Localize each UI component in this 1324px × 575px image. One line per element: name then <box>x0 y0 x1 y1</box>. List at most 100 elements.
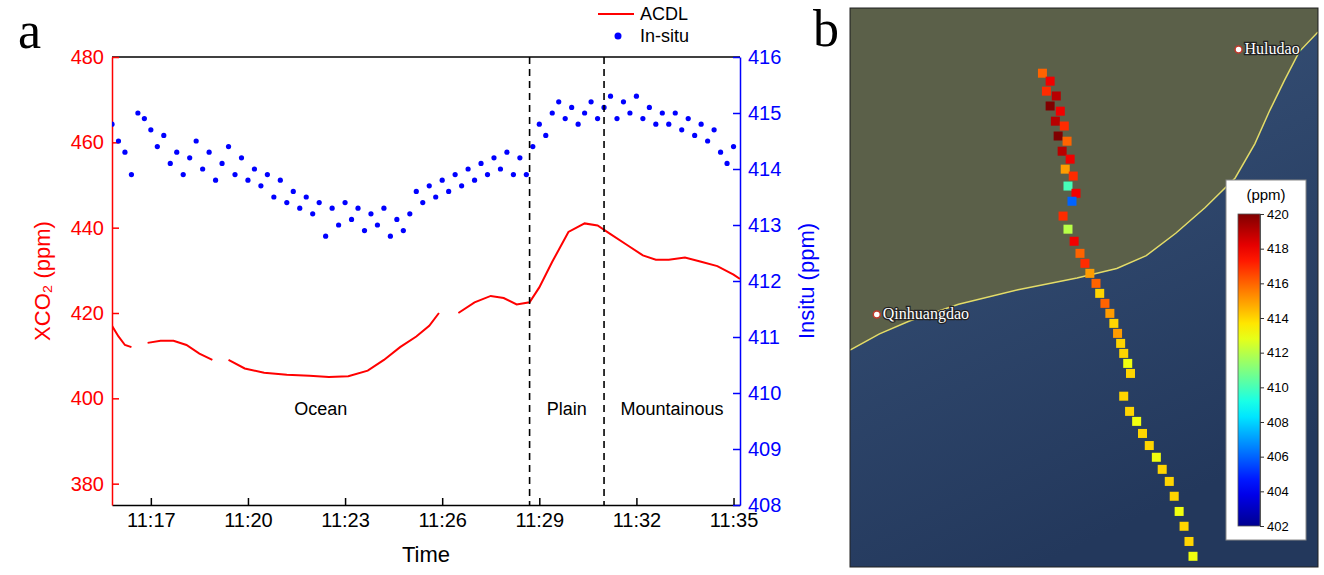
colorbar-tick-mark <box>1260 387 1264 388</box>
y-axis-tick-mark <box>112 227 119 229</box>
data-point <box>530 144 535 149</box>
data-point <box>401 228 406 233</box>
track-point <box>1054 132 1063 141</box>
y2-axis-tick: 410 <box>733 382 781 404</box>
data-point <box>323 234 328 239</box>
data-point <box>122 150 127 155</box>
data-point <box>155 144 160 149</box>
data-point <box>427 183 432 188</box>
legend-label: In-situ <box>640 26 689 46</box>
data-point <box>491 155 496 160</box>
data-point <box>284 200 289 205</box>
data-point <box>582 110 587 115</box>
x-axis-tick-label: 11:32 <box>613 509 662 531</box>
x-axis-tick-mark <box>442 498 444 505</box>
y2-axis-tick-mark <box>733 337 740 339</box>
data-point <box>271 194 276 199</box>
y2-axis-tick-label: 411 <box>748 326 780 348</box>
y2-axis-tick-label: 416 <box>748 46 781 68</box>
data-point <box>135 110 140 115</box>
data-point <box>569 105 574 110</box>
data-point <box>420 200 425 205</box>
data-point <box>349 217 354 222</box>
colorbar-tick-label: 420 <box>1267 207 1289 222</box>
track-point <box>1085 269 1094 278</box>
x-axis-tick-label: 11:29 <box>516 509 565 531</box>
data-point <box>375 222 380 227</box>
region-divider <box>529 57 531 505</box>
y2-axis: 408409410411412413414415416 <box>733 46 781 516</box>
data-point <box>686 116 691 121</box>
y-axis-tick-label: 380 <box>71 473 104 495</box>
data-point <box>388 234 393 239</box>
data-point <box>524 172 529 177</box>
colorbar-tick-mark <box>1260 491 1264 492</box>
data-point <box>194 138 199 143</box>
y-axis-title: XCO₂ (ppm) <box>30 221 55 341</box>
track-point <box>1080 259 1089 268</box>
data-point <box>368 211 373 216</box>
x-axis: 11:1711:2011:2311:2611:2911:3211:35 <box>113 498 759 531</box>
y2-axis-title: Insitu (ppm) <box>794 223 819 339</box>
data-point <box>112 122 115 127</box>
colorbar-tick: 406 <box>1260 449 1289 464</box>
data-point <box>239 155 244 160</box>
y2-axis-tick: 412 <box>733 270 781 292</box>
colorbar-axis: 402404406408410412414416418420 <box>1260 207 1289 534</box>
y2-axis-tick: 416 <box>733 46 781 68</box>
y2-axis-tick-mark <box>733 169 740 171</box>
data-point <box>116 138 121 143</box>
y2-axis-tick-label: 410 <box>748 382 781 404</box>
track-point <box>1061 165 1070 174</box>
track-point <box>1070 237 1079 246</box>
colorbar <box>1238 214 1260 526</box>
y2-axis-tick: 409 <box>733 438 781 460</box>
data-point <box>381 206 386 211</box>
x-axis-tick-mark <box>248 498 250 505</box>
colorbar-tick-mark <box>1260 526 1264 527</box>
x-axis-tick-label: 11:23 <box>321 509 370 531</box>
x-axis-tick-label: 11:20 <box>224 509 273 531</box>
data-point <box>588 99 593 104</box>
colorbar-tick-label: 412 <box>1267 345 1289 360</box>
colorbar-tick: 414 <box>1260 311 1289 326</box>
track-point <box>1095 289 1104 298</box>
data-point <box>537 122 542 127</box>
track-point <box>1138 429 1147 438</box>
track-point <box>1067 197 1076 206</box>
y2-axis-tick: 413 <box>733 214 781 236</box>
track-point <box>1046 101 1055 110</box>
colorbar-tick-label: 418 <box>1267 241 1289 256</box>
data-point <box>355 206 360 211</box>
x-axis-tick-mark <box>345 498 347 505</box>
x-axis-tick: 11:20 <box>224 498 273 531</box>
track-point <box>1188 552 1197 561</box>
track-point <box>1060 122 1069 131</box>
track-point <box>1119 349 1128 358</box>
legend-label: ACDL <box>640 4 688 24</box>
data-point <box>252 166 257 171</box>
data-point <box>679 127 684 132</box>
data-point <box>129 172 134 177</box>
y-axis-tick-label: 440 <box>71 217 104 239</box>
y2-axis-tick: 411 <box>733 326 780 348</box>
colorbar-box <box>1226 180 1306 540</box>
colorbar-tick-mark <box>1260 318 1264 319</box>
x-axis-tick: 11:17 <box>127 498 176 531</box>
track-point <box>1152 453 1161 462</box>
legend: ACDLIn-situ <box>598 4 689 46</box>
place-dot <box>1235 46 1242 53</box>
data-point <box>621 99 626 104</box>
colorbar-tick: 404 <box>1260 484 1289 499</box>
y2-axis-tick-mark <box>733 281 740 283</box>
track-point <box>1066 155 1075 164</box>
data-point <box>517 155 522 160</box>
data-point <box>148 127 153 132</box>
track-point <box>1063 225 1072 234</box>
data-point <box>724 161 729 166</box>
colorbar-tick-label: 406 <box>1267 449 1289 464</box>
x-axis-tick-mark <box>733 498 735 505</box>
colorbar-tick-label: 410 <box>1267 380 1289 395</box>
y-axis-tick-mark <box>112 398 119 400</box>
x-axis-tick: 11:23 <box>321 498 370 531</box>
